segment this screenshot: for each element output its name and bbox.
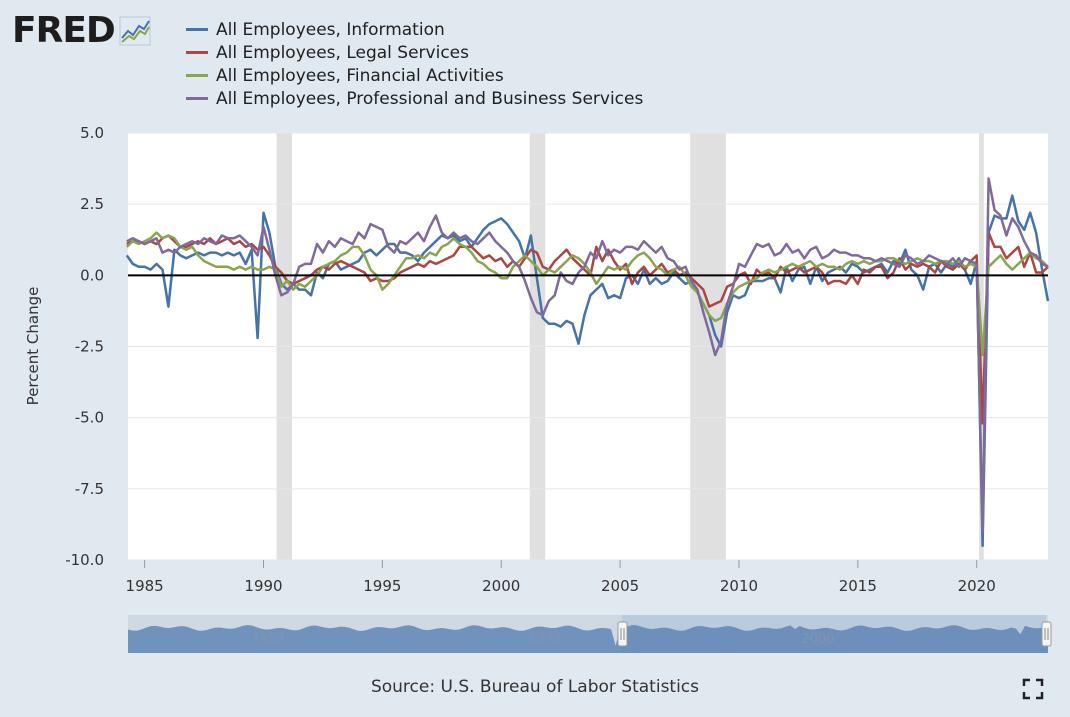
navigator-series <box>128 625 1048 653</box>
source-note: Source: U.S. Bureau of Labor Statistics <box>370 677 700 697</box>
logo-text: FRED <box>12 10 116 51</box>
legend-item-financial[interactable]: All Employees, Financial Activities <box>186 64 643 87</box>
legend-swatch-information <box>186 28 208 31</box>
y-tick-label: 2.5 <box>80 195 104 213</box>
legend-swatch-financial <box>186 74 208 77</box>
chart-legend: All Employees, Information All Employees… <box>186 18 643 110</box>
legend-label-professional: All Employees, Professional and Business… <box>216 88 644 109</box>
x-tick-label: 1985 <box>126 577 164 595</box>
series-line-1[interactable] <box>126 231 1049 425</box>
y-axis-label: Percent Change <box>24 287 42 406</box>
navigator-label-1975: 1975 <box>528 632 561 647</box>
y-tick-label: -5.0 <box>75 409 104 427</box>
legend-item-legal[interactable]: All Employees, Legal Services <box>186 41 643 64</box>
series-line-2[interactable] <box>125 231 1049 357</box>
x-tick-label: 1990 <box>244 577 282 595</box>
legend-item-professional[interactable]: All Employees, Professional and Business… <box>186 87 643 110</box>
x-tick-label: 1995 <box>363 577 401 595</box>
navigator-handle-left[interactable] <box>617 621 628 647</box>
y-tick-label: -10.0 <box>65 551 104 569</box>
legend-label-financial: All Employees, Financial Activities <box>216 65 504 86</box>
y-tick-label: -7.5 <box>75 480 104 498</box>
legend-label-legal: All Employees, Legal Services <box>216 42 469 63</box>
legend-item-information[interactable]: All Employees, Information <box>186 18 643 41</box>
y-tick-label: -2.5 <box>75 338 104 356</box>
x-tick-label: 2005 <box>601 577 639 595</box>
x-tick-label: 2015 <box>839 577 877 595</box>
fred-logo[interactable]: FRED <box>12 12 151 50</box>
y-tick-label: 5.0 <box>80 124 104 142</box>
chart-line-icon <box>119 16 151 46</box>
navigator-handle-right[interactable] <box>1041 621 1052 647</box>
legend-label-information: All Employees, Information <box>216 19 445 40</box>
x-tick-label: 2000 <box>482 577 520 595</box>
legend-swatch-legal <box>186 51 208 54</box>
x-tick-label: 2020 <box>958 577 996 595</box>
series-line-3[interactable] <box>126 177 1049 533</box>
fullscreen-icon[interactable] <box>1022 678 1044 700</box>
navigator-label-1950: 1950 <box>251 632 284 647</box>
legend-swatch-professional <box>186 97 208 100</box>
chart: 5.0 2.5 0.0 -2.5 -5.0 -7.5 -10.0 1985 1990 1995 2… <box>24 124 1052 653</box>
navigator-label-2000: 2000 <box>801 632 834 647</box>
range-navigator[interactable]: 1950 1975 2000 <box>128 615 1052 653</box>
x-tick-label: 2010 <box>720 577 758 595</box>
y-tick-label: 0.0 <box>80 266 104 284</box>
